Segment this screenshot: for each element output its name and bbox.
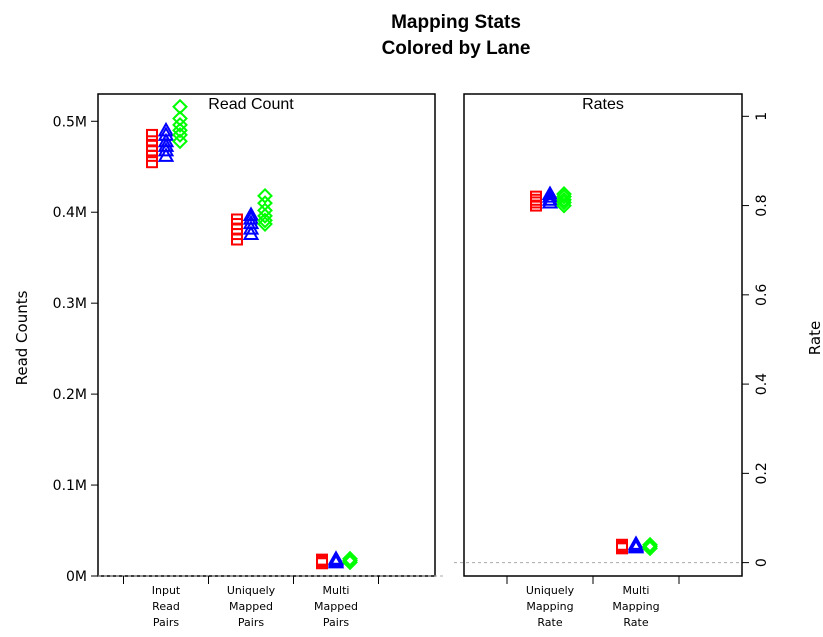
- y-tick-label: 0.6: [754, 284, 770, 306]
- triangle-marker: [157, 137, 175, 152]
- x-category-label: Read: [152, 600, 180, 613]
- panel-frame: [463, 93, 743, 577]
- y-tick-label: 1: [754, 112, 770, 121]
- x-category-label: Mapping: [526, 600, 573, 613]
- triangle-marker: [242, 214, 260, 230]
- diamond-marker: [172, 117, 188, 133]
- x-category-label: Multi: [323, 584, 350, 597]
- diamond-marker: [556, 194, 572, 211]
- y-tick-label: 0: [754, 558, 770, 567]
- y-tick-label: 0.3M: [53, 296, 87, 312]
- triangle-marker: [327, 550, 345, 565]
- x-category-label: Input: [152, 584, 181, 597]
- x-category-label: Pairs: [153, 616, 179, 629]
- diamond-marker: [342, 550, 358, 567]
- y-tick-label: 0M: [66, 569, 87, 585]
- x-category-label: Pairs: [238, 616, 264, 629]
- x-category-label: Uniquely: [227, 584, 276, 597]
- y-tick-label: 0.2M: [53, 387, 87, 403]
- diamond-marker: [172, 133, 188, 150]
- diamond-marker: [172, 98, 188, 115]
- diamond-marker: [642, 536, 658, 553]
- square-marker: [616, 538, 628, 551]
- square-marker: [146, 156, 158, 169]
- diamond-marker: [342, 552, 358, 569]
- y-tick-label: 0.2: [754, 462, 770, 484]
- y-axis-title-left: Read Counts: [13, 290, 31, 385]
- diamond-marker: [257, 195, 273, 212]
- y-tick-label: 0.5M: [53, 114, 87, 130]
- panel-rates: Rates 0 0.2 0.4 0.6 0.8 1 Uniquely Mapping Rate…: [454, 93, 770, 629]
- square-marker: [146, 135, 158, 148]
- x-category-label: Rate: [537, 616, 562, 629]
- square-marker: [316, 553, 328, 566]
- x-category-label: Multi: [623, 584, 650, 597]
- x-category-label: Pairs: [323, 616, 349, 629]
- panel-title: Read Count: [208, 96, 294, 113]
- triangle-marker: [157, 126, 175, 141]
- y-tick-label: 0.8: [754, 194, 770, 216]
- x-category-label: Mapped: [229, 600, 273, 613]
- diamond-marker: [257, 187, 273, 204]
- diamond-marker: [172, 110, 188, 127]
- y-tick-label: 0.1M: [53, 478, 87, 494]
- square-marker: [231, 213, 243, 226]
- triangle-marker: [541, 185, 559, 200]
- triangle-marker: [627, 535, 645, 550]
- panel-title: Rates: [582, 96, 624, 113]
- square-marker: [530, 190, 542, 203]
- diamond-marker: [257, 202, 273, 219]
- triangle-marker: [157, 141, 175, 157]
- x-category-label: Uniquely: [526, 584, 575, 597]
- y-axis-title-right: Rate: [806, 321, 823, 355]
- x-category-label: Mapping: [612, 600, 659, 613]
- chart-subtitle: Colored by Lane: [382, 38, 531, 59]
- diamond-marker: [642, 538, 658, 555]
- y-tick-label: 0.4M: [53, 205, 87, 221]
- triangle-marker: [242, 206, 260, 221]
- x-category-label: Rate: [623, 616, 648, 629]
- panel-read-count: Read Count 0M 0.1M 0.2M 0.3M 0.4M 0.5M Input R…: [53, 93, 445, 629]
- triangle-marker: [242, 210, 260, 225]
- triangle-marker: [541, 188, 559, 203]
- diamond-marker: [556, 186, 572, 202]
- square-marker: [146, 128, 158, 141]
- diamond-marker: [556, 188, 572, 205]
- x-category-label: Mapped: [314, 600, 358, 613]
- triangle-marker: [157, 121, 175, 137]
- y-tick-label: 0.4: [754, 373, 770, 395]
- chart-title: Mapping Stats: [391, 12, 521, 33]
